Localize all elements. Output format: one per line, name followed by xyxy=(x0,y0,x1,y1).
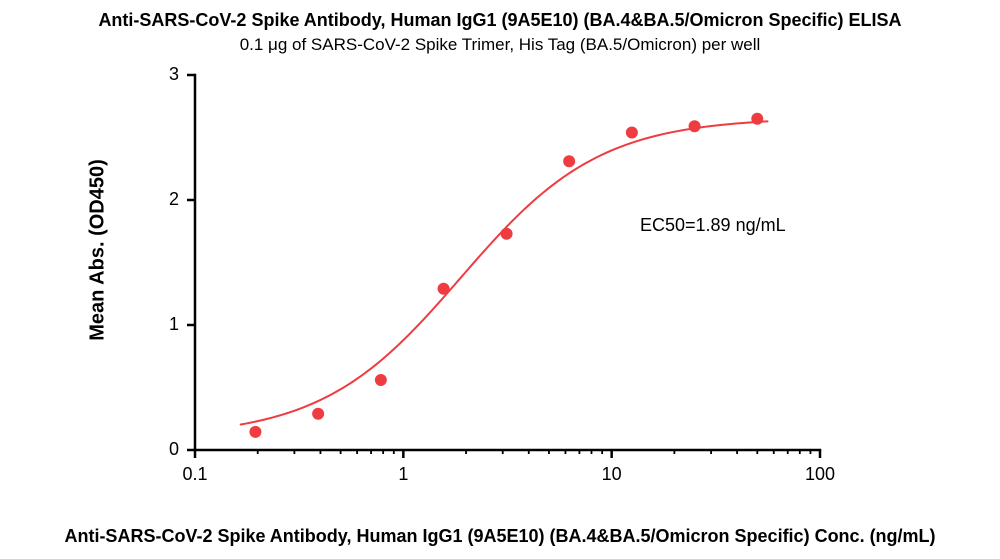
svg-text:1: 1 xyxy=(398,464,408,484)
svg-text:0.1: 0.1 xyxy=(182,464,207,484)
svg-text:100: 100 xyxy=(805,464,835,484)
svg-text:3: 3 xyxy=(169,64,179,84)
svg-text:0: 0 xyxy=(169,439,179,459)
svg-text:2: 2 xyxy=(169,189,179,209)
svg-text:10: 10 xyxy=(602,464,622,484)
elisa-curve-plot: 0.1 1 10 100 0 1 2 3 xyxy=(0,0,1000,559)
svg-text:1: 1 xyxy=(169,314,179,334)
